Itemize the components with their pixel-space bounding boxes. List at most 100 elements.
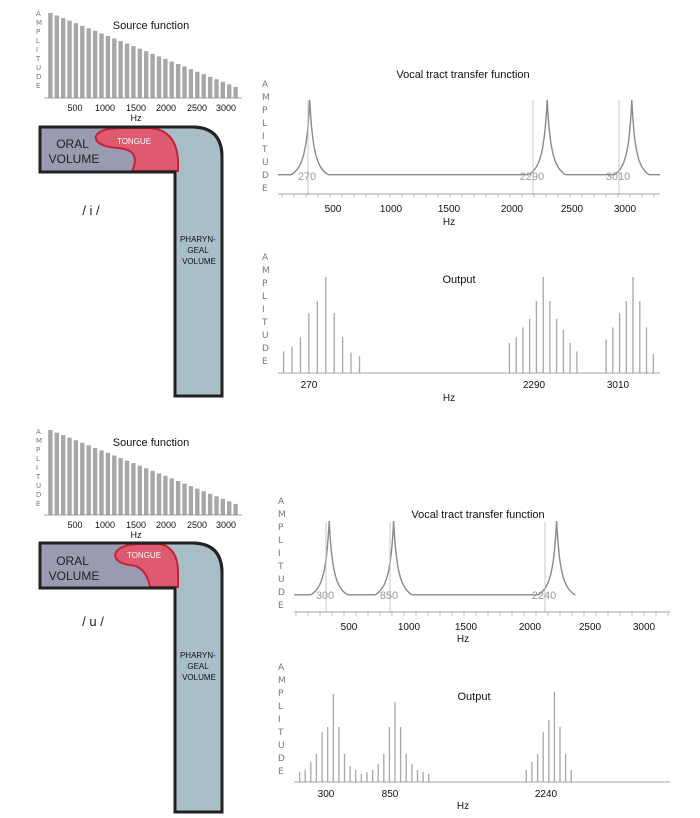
source-bars bbox=[48, 430, 238, 516]
transfer-curve bbox=[278, 99, 660, 176]
tick-label: 1000 bbox=[95, 520, 115, 530]
source-bar bbox=[233, 503, 238, 515]
formant-label: 850 bbox=[380, 590, 398, 602]
source-bar bbox=[73, 23, 79, 99]
source-bar bbox=[118, 458, 123, 516]
source-bar bbox=[214, 79, 219, 98]
ylabel-letter: P bbox=[36, 28, 40, 36]
ylabel-letter: M bbox=[36, 19, 42, 27]
source-bar bbox=[48, 430, 53, 515]
source-bar bbox=[150, 470, 155, 515]
tick-label: 2240 bbox=[535, 789, 558, 800]
tick-label: 500 bbox=[325, 204, 342, 215]
tick-label: 3000 bbox=[216, 103, 236, 113]
source-bar bbox=[131, 46, 136, 98]
transfer-ylabel: A M P L I T U D E bbox=[261, 80, 273, 194]
panel-u: A M P L I T U D E Source function 500 10… bbox=[35, 428, 670, 814]
source-xlabel: Hz bbox=[131, 530, 142, 540]
source-bar bbox=[99, 450, 104, 515]
oral-volume-label: ORAL VOLUME bbox=[49, 554, 100, 583]
ylabel-letter: I bbox=[36, 46, 38, 54]
source-bar bbox=[112, 38, 117, 98]
tick-label: 1000 bbox=[398, 622, 421, 633]
source-bar bbox=[163, 475, 168, 515]
source-bar bbox=[175, 64, 181, 98]
source-title: Source function bbox=[113, 437, 189, 449]
source-bar bbox=[195, 488, 200, 515]
transfer-minor-ticks bbox=[295, 612, 669, 616]
source-bar bbox=[207, 493, 213, 516]
panel-i: A M P L I T U D E Source function 500 10… bbox=[35, 10, 660, 404]
output-bars bbox=[298, 692, 572, 782]
phoneme-label: / i / bbox=[82, 203, 100, 218]
source-bar bbox=[124, 43, 130, 98]
transfer-curve bbox=[294, 520, 576, 596]
source-bar bbox=[67, 437, 72, 515]
tongue-label: TONGUE bbox=[117, 137, 151, 146]
transfer-function-chart: A M P L I T U D E Vocal tract transfer f… bbox=[277, 497, 670, 645]
formant-label: 2240 bbox=[532, 590, 556, 602]
tick-label: 850 bbox=[382, 789, 399, 800]
transfer-function-chart: A M P L I T U D E Vocal tract transfer f… bbox=[261, 69, 660, 228]
tick-label: 270 bbox=[301, 380, 318, 391]
output-xlabel: Hz bbox=[443, 393, 455, 404]
source-bar bbox=[144, 468, 149, 516]
source-bar bbox=[214, 496, 219, 515]
tick-label: 500 bbox=[341, 622, 358, 633]
source-bar bbox=[131, 463, 136, 515]
output-ylabel: A M P L I T U D E bbox=[277, 663, 289, 777]
source-bar bbox=[188, 486, 194, 515]
source-bar bbox=[92, 30, 98, 98]
tick-label: 1000 bbox=[380, 204, 403, 215]
phoneme-label: / u / bbox=[82, 614, 104, 629]
tick-label: 500 bbox=[67, 520, 82, 530]
transfer-xlabel: Hz bbox=[443, 217, 455, 228]
vocal-tract-diagram: ORAL VOLUME TONGUE PHARYN- GEAL VOLUME /… bbox=[38, 541, 224, 814]
source-bar bbox=[112, 455, 117, 515]
source-bar bbox=[86, 28, 91, 98]
tick-label: 3000 bbox=[216, 520, 236, 530]
source-bar bbox=[201, 491, 206, 515]
ylabel-letter: L bbox=[36, 37, 40, 45]
output-title: Output bbox=[442, 274, 475, 286]
source-bar bbox=[220, 498, 225, 515]
tick-label: 1500 bbox=[455, 622, 478, 633]
tick-label: 3000 bbox=[633, 622, 656, 633]
transfer-xlabel: Hz bbox=[457, 634, 469, 645]
tick-label: 2290 bbox=[523, 380, 546, 391]
output-chart: A M P L I T U D E Output 300 850 2240 Hz bbox=[277, 663, 670, 812]
tick-label: 1500 bbox=[438, 204, 461, 215]
tick-label: 2500 bbox=[579, 622, 602, 633]
source-bar bbox=[175, 481, 181, 515]
tongue-label: TONGUE bbox=[127, 551, 161, 560]
transfer-ylabel: A M P L I T U D E bbox=[277, 497, 289, 611]
tick-label: 2000 bbox=[519, 622, 542, 633]
source-bar bbox=[156, 56, 162, 98]
source-bar bbox=[92, 447, 98, 516]
tick-label: 2000 bbox=[156, 520, 176, 530]
source-bar bbox=[54, 15, 59, 98]
tick-label: 2500 bbox=[187, 520, 207, 530]
source-bar bbox=[67, 20, 72, 99]
tick-label: 1500 bbox=[126, 520, 146, 530]
formant-label: 2290 bbox=[520, 171, 544, 183]
vocal-tract-outline bbox=[38, 125, 224, 398]
vocal-tract-diagram: ORAL VOLUME TONGUE PHARYN- GEAL VOLUME /… bbox=[38, 125, 224, 398]
formant-label: 3010 bbox=[606, 171, 630, 183]
formant-label: 300 bbox=[316, 590, 334, 602]
formant-label: 270 bbox=[298, 171, 316, 183]
output-xlabel: Hz bbox=[457, 801, 469, 812]
tick-label: 2000 bbox=[156, 103, 176, 113]
source-bar bbox=[169, 61, 174, 98]
tick-label: 2500 bbox=[561, 204, 584, 215]
source-bar bbox=[124, 460, 130, 515]
source-ylabel: A M P L I T U D E bbox=[35, 10, 44, 90]
ylabel-letter: A bbox=[36, 10, 41, 18]
ylabel-letter: E bbox=[36, 82, 40, 90]
output-ylabel: A M P L I T U D E bbox=[261, 253, 273, 367]
source-bar bbox=[80, 442, 85, 516]
source-xlabel: Hz bbox=[131, 113, 142, 123]
tick-label: 2500 bbox=[187, 103, 207, 113]
source-title: Source function bbox=[113, 20, 189, 32]
transfer-minor-ticks bbox=[281, 194, 655, 198]
